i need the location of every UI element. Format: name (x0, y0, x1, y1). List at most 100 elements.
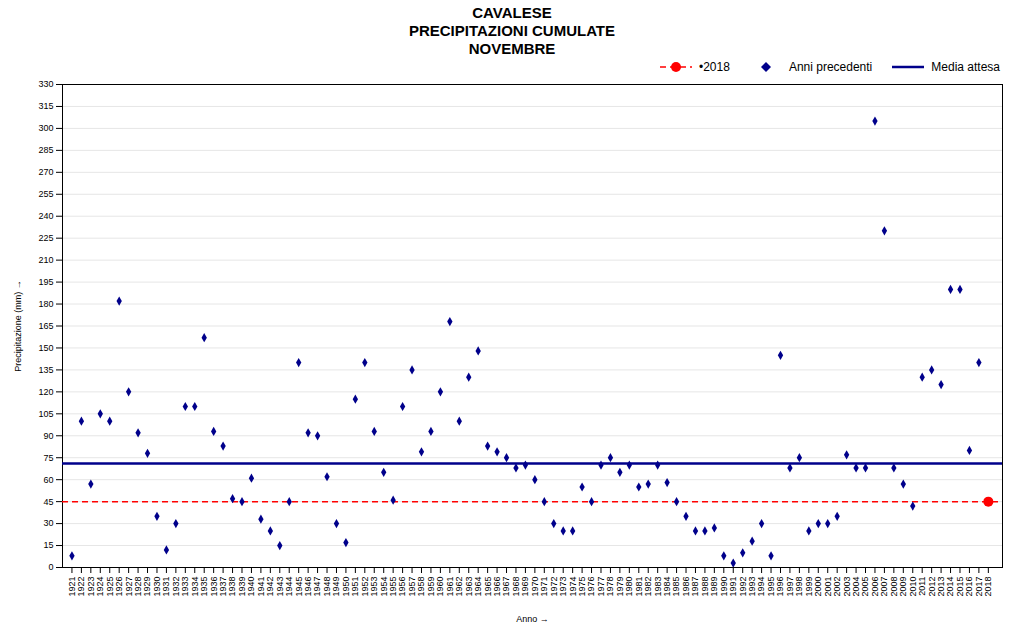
svg-text:1939: 1939 (236, 576, 247, 597)
svg-text:1967: 1967 (501, 576, 512, 597)
svg-text:1973: 1973 (558, 576, 569, 597)
svg-text:Anno →: Anno → (516, 614, 549, 624)
svg-text:1927: 1927 (123, 576, 134, 597)
svg-text:285: 285 (38, 145, 53, 155)
svg-text:1986: 1986 (680, 576, 691, 597)
svg-text:0: 0 (48, 562, 53, 572)
svg-text:15: 15 (43, 540, 53, 550)
svg-text:1949: 1949 (331, 576, 342, 597)
svg-text:1965: 1965 (482, 576, 493, 597)
svg-text:1935: 1935 (199, 576, 210, 597)
svg-text:1985: 1985 (671, 576, 682, 597)
html-text:Media attesa: Media attesa (931, 60, 1000, 74)
svg-text:225: 225 (38, 233, 53, 243)
svg-text:1987: 1987 (690, 576, 701, 597)
svg-text:1950: 1950 (340, 576, 351, 597)
svg-text:195: 195 (38, 277, 53, 287)
svg-text:1979: 1979 (614, 576, 625, 597)
svg-text:105: 105 (38, 409, 53, 419)
svg-text:1982: 1982 (643, 576, 654, 597)
svg-text:1970: 1970 (529, 576, 540, 597)
svg-text:1959: 1959 (425, 576, 436, 597)
html-text:CAVALESE PRECIPITAZIONI CUMULA: CAVALESE PRECIPITAZIONI CUMULATE NOVEMBR… (408, 4, 615, 57)
svg-text:240: 240 (38, 211, 53, 221)
svg-text:1922: 1922 (76, 576, 87, 597)
svg-text:Precipitazione (mm) →: Precipitazione (mm) → (13, 280, 23, 372)
svg-text:1972: 1972 (548, 576, 559, 597)
svg-text:1923: 1923 (85, 576, 96, 597)
svg-text:1983: 1983 (652, 576, 663, 597)
svg-text:1980: 1980 (624, 576, 635, 597)
svg-text:1974: 1974 (567, 576, 578, 597)
svg-text:255: 255 (38, 189, 53, 199)
svg-text:1988: 1988 (699, 576, 710, 597)
svg-text:1926: 1926 (114, 576, 125, 597)
svg-text:1924: 1924 (95, 576, 106, 597)
svg-text:1934: 1934 (189, 576, 200, 597)
svg-text:1996: 1996 (775, 576, 786, 597)
svg-text:1991: 1991 (728, 576, 739, 597)
svg-text:1995: 1995 (765, 576, 776, 597)
svg-text:1933: 1933 (180, 576, 191, 597)
svg-text:315: 315 (38, 101, 53, 111)
svg-text:1992: 1992 (737, 576, 748, 597)
html-text:•2018: •2018 (699, 60, 730, 74)
svg-text:1960: 1960 (435, 576, 446, 597)
svg-text:1962: 1962 (454, 576, 465, 597)
svg-text:1952: 1952 (359, 576, 370, 597)
svg-text:1925: 1925 (104, 576, 115, 597)
svg-text:1929: 1929 (142, 576, 153, 597)
svg-text:1958: 1958 (416, 576, 427, 597)
svg-text:1961: 1961 (444, 576, 455, 597)
svg-text:1943: 1943 (274, 576, 285, 597)
svg-text:270: 270 (38, 167, 53, 177)
svg-text:1938: 1938 (227, 576, 238, 597)
svg-text:1994: 1994 (756, 576, 767, 597)
svg-text:1942: 1942 (265, 576, 276, 597)
svg-text:210: 210 (38, 255, 53, 265)
svg-text:1969: 1969 (520, 576, 531, 597)
svg-text:90: 90 (43, 431, 53, 441)
svg-text:60: 60 (43, 475, 53, 485)
svg-text:1971: 1971 (539, 576, 550, 597)
svg-text:1997: 1997 (784, 576, 795, 597)
svg-text:1941: 1941 (255, 576, 266, 597)
svg-text:1940: 1940 (246, 576, 257, 597)
svg-text:1957: 1957 (406, 576, 417, 597)
svg-text:45: 45 (43, 497, 53, 507)
svg-text:1968: 1968 (510, 576, 521, 597)
svg-text:75: 75 (43, 453, 53, 463)
svg-text:180: 180 (38, 299, 53, 309)
svg-text:1956: 1956 (397, 576, 408, 597)
svg-text:1953: 1953 (369, 576, 380, 597)
html-text:Anni precedenti: Anni precedenti (788, 60, 873, 74)
svg-text:1978: 1978 (605, 576, 616, 597)
svg-text:1944: 1944 (284, 576, 295, 597)
svg-text:1954: 1954 (378, 576, 389, 597)
svg-text:1936: 1936 (208, 576, 219, 597)
svg-text:1947: 1947 (312, 576, 323, 597)
svg-text:1931: 1931 (161, 576, 172, 597)
svg-text:2018: 2018 (983, 577, 993, 597)
svg-text:1981: 1981 (633, 576, 644, 597)
svg-text:1932: 1932 (170, 576, 181, 597)
svg-text:1989: 1989 (709, 576, 720, 597)
svg-text:330: 330 (38, 79, 53, 89)
svg-text:1976: 1976 (586, 576, 597, 597)
svg-text:1998: 1998 (794, 576, 805, 597)
svg-text:1963: 1963 (463, 576, 474, 597)
svg-text:1964: 1964 (473, 576, 484, 597)
svg-text:135: 135 (38, 365, 53, 375)
svg-text:30: 30 (43, 518, 53, 528)
svg-text:1945: 1945 (293, 576, 304, 597)
svg-text:120: 120 (38, 387, 53, 397)
svg-text:300: 300 (38, 123, 53, 133)
svg-text:1951: 1951 (350, 576, 361, 597)
svg-text:150: 150 (38, 343, 53, 353)
svg-text:1990: 1990 (718, 576, 729, 597)
svg-text:1930: 1930 (151, 576, 162, 597)
svg-text:1921: 1921 (66, 576, 77, 597)
svg-text:1948: 1948 (321, 576, 332, 597)
svg-text:165: 165 (38, 321, 53, 331)
svg-text:1977: 1977 (595, 576, 606, 597)
